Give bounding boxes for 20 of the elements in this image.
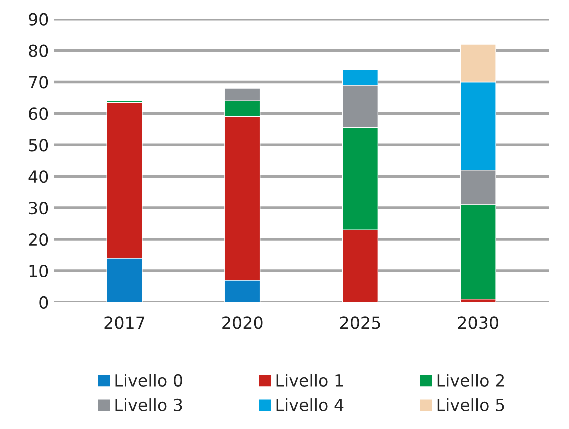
y-tick-label: 30 [29, 202, 48, 215]
y-tick-label: 70 [29, 76, 48, 89]
y-tick-label: 80 [29, 44, 48, 58]
x-tick-label: 2025 [340, 316, 380, 330]
legend-label: Livello 0 [116, 374, 182, 387]
x-tick-label: 2030 [458, 316, 498, 330]
legend-label: Livello 1 [276, 374, 344, 387]
legend-label: Livello 3 [116, 398, 182, 412]
y-tick-label: 90 [29, 13, 48, 26]
legend-label: Livello 5 [438, 398, 504, 412]
y-tick-label: 40 [28, 170, 48, 184]
legend-label: Livello 4 [276, 398, 344, 412]
y-tick-label: 60 [29, 108, 48, 120]
y-tick-label: 10 [30, 264, 48, 278]
x-tick-label: 2020 [222, 316, 263, 330]
legend-label: Livello 2 [438, 374, 504, 387]
y-tick-label: 50 [29, 139, 48, 152]
x-tick-label: 2017 [104, 316, 145, 330]
y-tick-label: 20 [29, 233, 48, 246]
y-tick-label: 0 [40, 296, 48, 310]
